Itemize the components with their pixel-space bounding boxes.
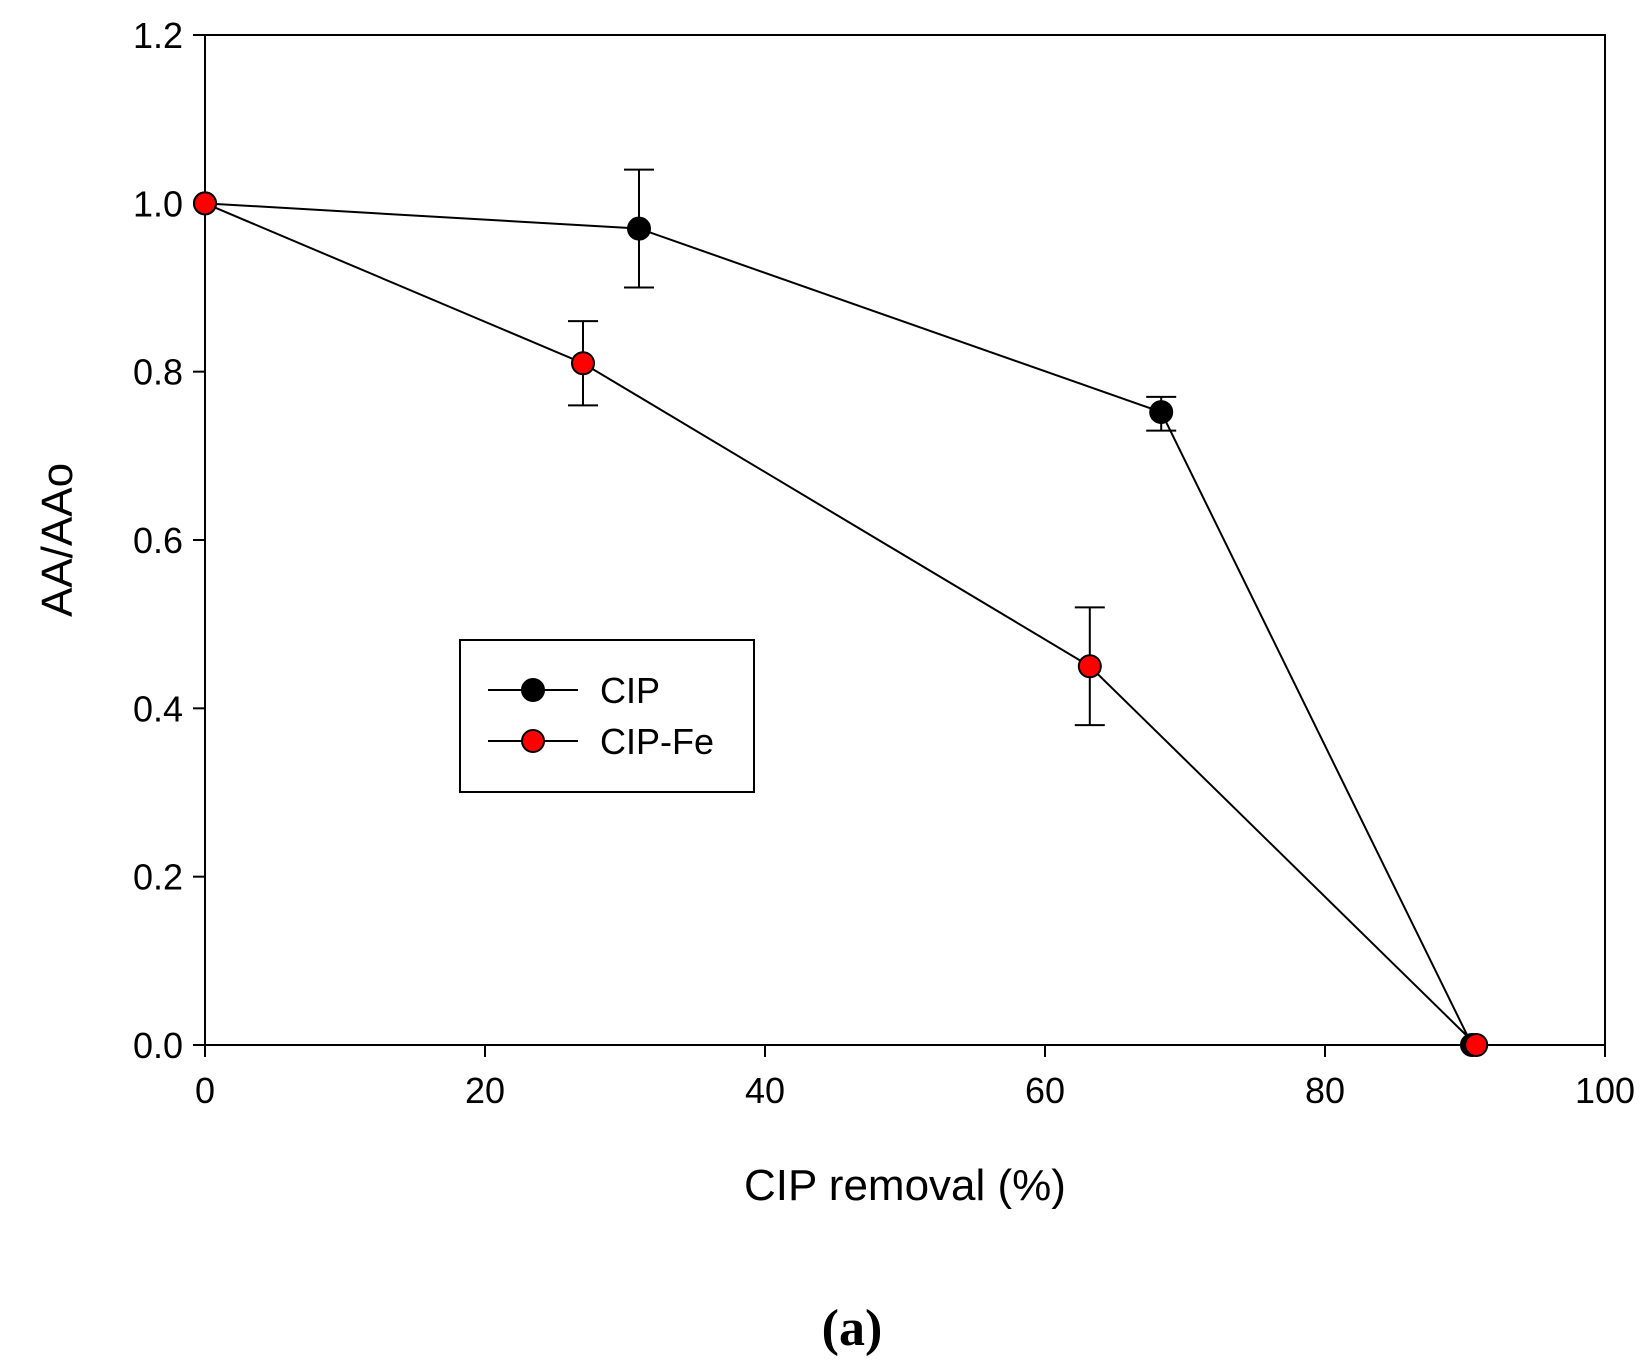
- data-point-cip-fe: [1077, 654, 1102, 679]
- data-point-cip: [627, 216, 651, 241]
- y-tick-label: 1.0: [133, 183, 183, 224]
- x-tick-label: 100: [1575, 1070, 1635, 1111]
- plot-frame: [204, 34, 1606, 1046]
- y-tick-label: 0.0: [133, 1025, 183, 1066]
- y-tick-label: 0.8: [133, 352, 183, 393]
- series-line-cip: [204, 202, 1473, 1046]
- x-axis-label: CIP removal (%): [744, 1161, 1066, 1210]
- legend-label-cip-fe: CIP-Fe: [600, 721, 714, 762]
- y-tick-label: 0.2: [133, 857, 183, 898]
- data-point-cip-fe: [571, 351, 595, 376]
- y-axis: 0.0 0.2 0.4 0.6 0.8 1.0 1.2: [133, 15, 205, 1066]
- legend-box: [459, 639, 755, 793]
- legend: CIP CIP-Fe: [459, 639, 755, 793]
- x-tick-label: 80: [1305, 1070, 1345, 1111]
- x-tick-label: 40: [745, 1070, 785, 1111]
- x-tick-label: 60: [1025, 1070, 1065, 1111]
- x-tick-label: 0: [195, 1070, 215, 1111]
- x-axis: 0 20 40 60 80 100: [195, 1045, 1635, 1111]
- data-point-cip: [1149, 400, 1174, 425]
- legend-label-cip: CIP: [600, 670, 660, 711]
- y-tick-label: 1.2: [133, 15, 183, 56]
- series-line-cip-fe: [204, 202, 1477, 1046]
- panel-label: (a): [822, 1300, 883, 1357]
- y-tick-label: 0.4: [133, 688, 183, 729]
- legend-marker-cip-fe: [521, 729, 545, 753]
- data-point-cip-fe: [193, 191, 217, 216]
- data-point-cip-fe: [1464, 1033, 1489, 1057]
- y-axis-label: AA/AAo: [33, 463, 82, 617]
- legend-marker-cip: [521, 678, 545, 702]
- series-layer: [193, 168, 1489, 1057]
- y-tick-label: 0.6: [133, 520, 183, 561]
- x-tick-label: 20: [465, 1070, 505, 1111]
